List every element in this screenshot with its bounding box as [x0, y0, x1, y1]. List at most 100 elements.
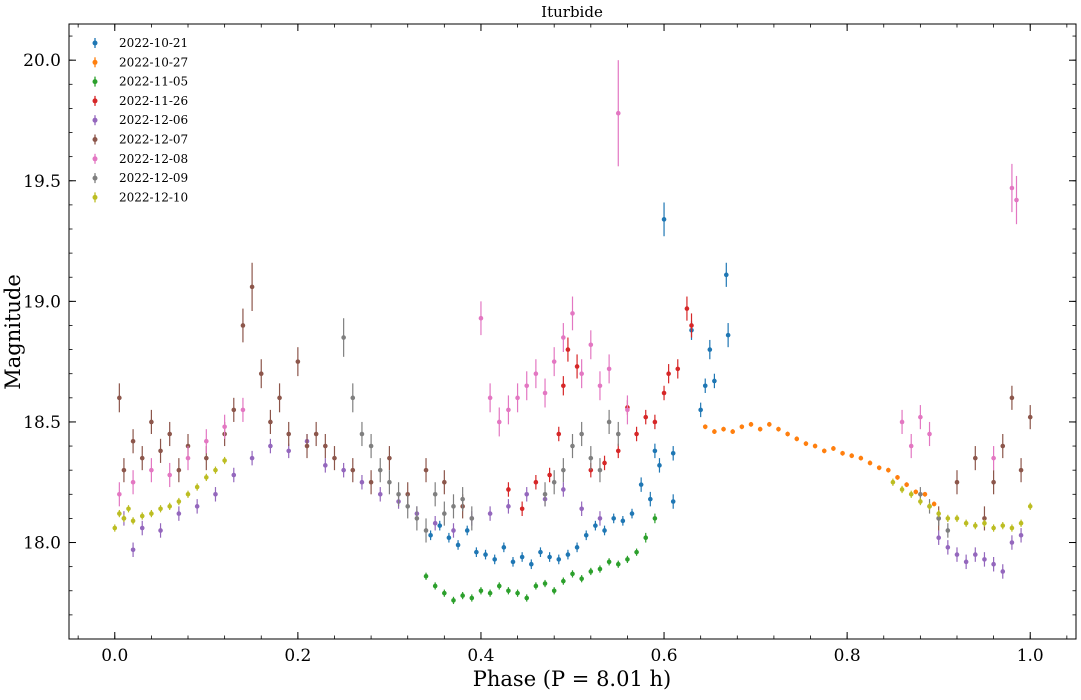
data-point [904, 482, 909, 487]
data-point [176, 467, 182, 473]
data-point [597, 516, 603, 521]
data-point [561, 335, 566, 340]
data-point [529, 561, 534, 567]
data-point [556, 557, 562, 562]
data-point [478, 588, 484, 594]
data-point [167, 431, 172, 437]
data-point [547, 472, 552, 478]
data-point [561, 467, 566, 473]
data-point [570, 443, 575, 449]
data-point [350, 395, 356, 401]
data-point [725, 332, 731, 338]
data-point [277, 395, 282, 401]
data-point [538, 549, 543, 555]
series-2022-12-09 [341, 318, 951, 543]
legend-marker [92, 98, 98, 104]
data-point [268, 419, 273, 425]
data-point [991, 455, 996, 461]
data-point [117, 491, 122, 497]
data-point [858, 455, 864, 461]
legend-marker [92, 117, 98, 123]
y-tick-label: 19.5 [23, 172, 61, 192]
data-point [167, 504, 172, 509]
data-point [570, 311, 575, 316]
data-point [840, 450, 845, 456]
data-point [739, 424, 745, 430]
data-point [648, 496, 653, 502]
data-point [963, 559, 969, 565]
data-point [615, 110, 621, 116]
data-point [496, 419, 502, 425]
data-point [117, 395, 122, 401]
data-point [1018, 520, 1024, 526]
data-point [565, 347, 571, 352]
data-point [1009, 395, 1015, 401]
data-point [519, 506, 525, 512]
x-tick-label: 0.4 [467, 646, 494, 666]
data-point [432, 491, 438, 497]
data-point [442, 590, 447, 596]
data-point [890, 479, 896, 485]
data-point [579, 506, 584, 512]
data-point [963, 520, 969, 526]
data-point [606, 559, 612, 565]
data-point [341, 467, 346, 473]
data-point [908, 443, 914, 449]
series-2022-10-27 [702, 421, 937, 507]
legend-entry: 2022-12-10 [92, 190, 188, 204]
data-point [405, 504, 411, 509]
data-point [510, 559, 516, 565]
data-point [258, 371, 264, 377]
data-point [565, 552, 571, 557]
data-point [767, 422, 772, 427]
data-point [231, 472, 237, 478]
x-tick-label: 0.2 [284, 646, 311, 666]
data-point [936, 516, 941, 521]
data-point [712, 378, 717, 384]
data-point [249, 284, 255, 290]
data-point [689, 323, 694, 328]
data-point [423, 573, 429, 579]
x-tick-label: 1.0 [1017, 646, 1044, 666]
legend-marker [92, 79, 98, 85]
legend-entry: 2022-12-08 [92, 152, 188, 166]
data-point [158, 506, 163, 512]
data-point [323, 443, 328, 449]
data-point [524, 383, 530, 389]
data-point [506, 588, 511, 594]
data-point [748, 422, 754, 427]
data-point [803, 441, 809, 446]
data-point [359, 431, 365, 437]
data-point [1027, 504, 1033, 509]
data-point [533, 479, 539, 485]
data-point [643, 414, 649, 420]
legend-entry: 2022-11-26 [92, 94, 188, 108]
data-point [149, 467, 154, 473]
data-point [428, 532, 433, 538]
legend-marker [92, 156, 98, 162]
data-point [670, 450, 676, 456]
y-tick-label: 18.5 [23, 413, 61, 433]
data-point [130, 438, 136, 444]
data-point [469, 516, 475, 521]
data-point [432, 583, 438, 589]
data-point [130, 479, 136, 485]
data-point [368, 479, 374, 485]
data-point [1000, 443, 1006, 449]
data-point [629, 511, 635, 516]
data-point [723, 272, 729, 278]
legend-marker [92, 40, 98, 46]
data-point [1009, 185, 1015, 191]
data-point [286, 448, 292, 454]
data-point [922, 491, 928, 497]
data-point [570, 571, 575, 577]
series-2022-10-21 [428, 202, 731, 570]
data-point [542, 581, 548, 586]
data-point [359, 479, 365, 485]
data-point [730, 429, 736, 434]
legend-label: 2022-10-27 [119, 55, 188, 69]
data-point [442, 511, 447, 516]
data-point [524, 595, 530, 601]
legend-marker [92, 59, 98, 65]
